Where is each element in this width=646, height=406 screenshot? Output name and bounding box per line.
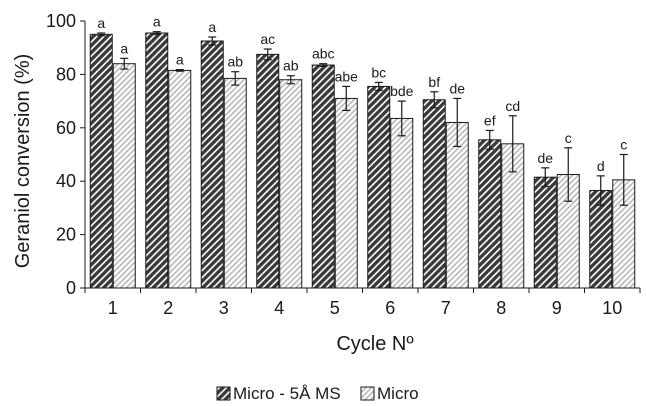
significance-letter-micro: a — [120, 40, 128, 56]
bar-micro-5a-ms — [200, 40, 224, 289]
bar-micro-5a-ms — [256, 53, 280, 289]
x-tick-label: 7 — [441, 298, 451, 318]
significance-letter-micro: abe — [335, 68, 359, 84]
legend-label-micro: Micro — [377, 384, 419, 403]
bar-micro-5a-ms — [89, 33, 113, 289]
bar-micro-5a-ms — [422, 99, 446, 289]
significance-letter-micro: c — [620, 137, 627, 153]
bar-micro — [223, 77, 247, 289]
bar-micro-5a-ms — [367, 85, 391, 289]
x-tick-label: 1 — [108, 298, 118, 318]
bar-micro — [112, 63, 136, 289]
bar-micro — [445, 121, 469, 289]
significance-letter-micro-5a-ms: a — [208, 19, 216, 35]
y-tick-label: 60 — [56, 118, 76, 138]
significance-letter-micro-5a-ms: de — [537, 150, 553, 166]
significance-letter-micro-5a-ms: ef — [484, 112, 496, 128]
bar-micro-5a-ms — [311, 64, 335, 289]
significance-letter-micro-5a-ms: a — [153, 14, 161, 30]
bar-micro — [168, 69, 192, 289]
x-tick-label: 4 — [274, 298, 284, 318]
x-tick-label: 3 — [219, 298, 229, 318]
significance-letter-micro-5a-ms: bf — [428, 74, 440, 90]
legend: Micro - 5Å MS Micro — [216, 384, 419, 403]
bar-micro-5a-ms — [478, 139, 502, 289]
significance-letter-micro: cd — [505, 98, 520, 114]
y-axis-label: Geraniol conversion (%) — [12, 54, 34, 269]
bar-micro — [390, 117, 414, 289]
significance-letter-micro: ab — [227, 54, 243, 70]
x-tick-label: 5 — [330, 298, 340, 318]
x-axis-label: Cycle Nº — [336, 333, 414, 355]
significance-letter-micro: a — [176, 52, 184, 68]
y-tick-label: 100 — [46, 11, 76, 31]
significance-letter-micro-5a-ms: d — [597, 158, 605, 174]
legend-swatch-micro-5a-ms — [216, 386, 231, 401]
bar-micro — [279, 79, 303, 289]
bar-micro-5a-ms — [145, 32, 169, 289]
y-tick-label: 80 — [56, 64, 76, 84]
legend-swatch-micro — [360, 386, 375, 401]
significance-letter-micro: bde — [390, 83, 414, 99]
y-tick-label: 40 — [56, 171, 76, 191]
bar-micro-5a-ms — [533, 176, 557, 289]
significance-letter-micro-5a-ms: bc — [371, 64, 386, 80]
y-tick-label: 0 — [66, 278, 76, 298]
x-tick-label: 9 — [552, 298, 562, 318]
significance-letter-micro: de — [449, 80, 465, 96]
y-tick-label: 20 — [56, 225, 76, 245]
legend-label-micro-5a-ms: Micro - 5Å MS — [233, 384, 341, 403]
x-tick-label: 10 — [602, 298, 622, 318]
significance-letter-micro-5a-ms: ac — [260, 31, 275, 47]
bar-micro — [334, 97, 358, 289]
x-tick-label: 6 — [385, 298, 395, 318]
significance-letter-micro: c — [565, 130, 572, 146]
x-tick-label: 8 — [496, 298, 506, 318]
significance-letter-micro: ab — [283, 58, 299, 74]
significance-letter-micro-5a-ms: abc — [312, 46, 335, 62]
significance-letter-micro-5a-ms: a — [97, 15, 105, 31]
x-tick-label: 2 — [163, 298, 173, 318]
